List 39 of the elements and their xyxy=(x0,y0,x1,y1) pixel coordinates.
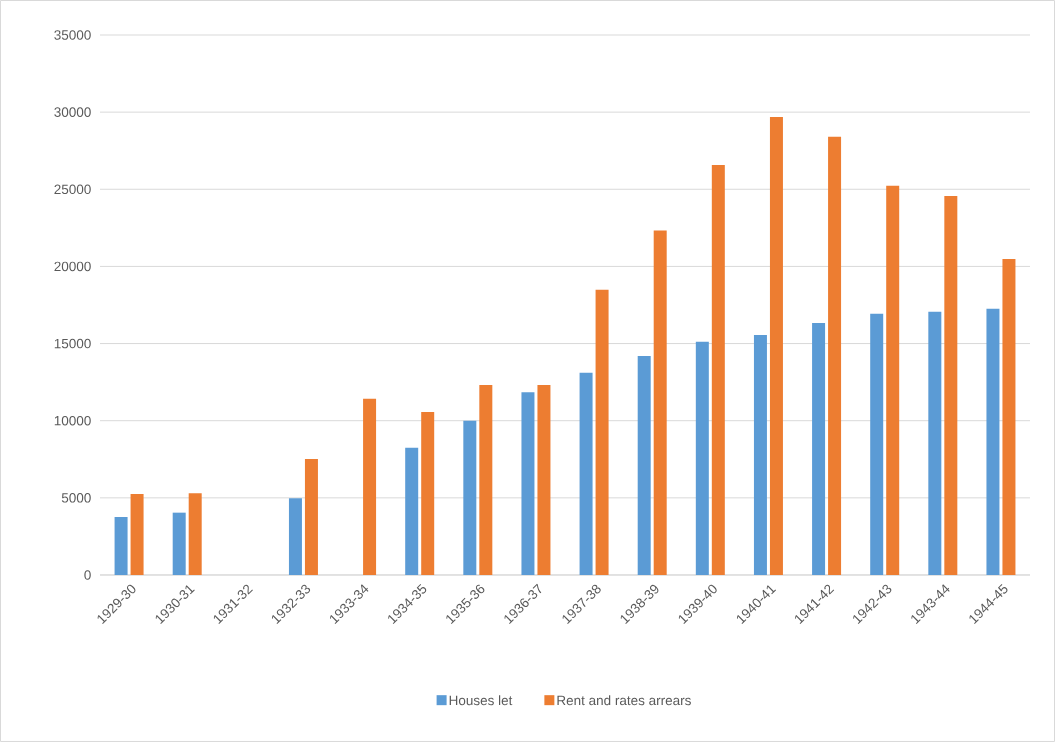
bar xyxy=(463,420,477,575)
legend-label: Houses let xyxy=(449,695,513,706)
bar xyxy=(304,458,318,575)
bar xyxy=(1002,259,1016,575)
bar xyxy=(172,512,186,575)
bar xyxy=(986,308,1000,575)
bar xyxy=(521,392,535,575)
bar xyxy=(363,398,377,575)
bar xyxy=(421,412,435,575)
bar xyxy=(537,385,551,575)
bar xyxy=(114,516,128,575)
y-tick-label: 5000 xyxy=(61,493,91,503)
y-tick-label: 0 xyxy=(84,570,91,580)
bar xyxy=(130,493,144,575)
y-tick-label: 35000 xyxy=(54,30,91,40)
bar xyxy=(188,493,202,575)
bar xyxy=(886,185,900,575)
bar xyxy=(944,196,958,575)
y-tick-label: 30000 xyxy=(54,107,91,117)
bar xyxy=(579,372,593,575)
y-tick-label: 25000 xyxy=(54,184,91,195)
bar xyxy=(753,335,767,575)
bar xyxy=(928,311,942,575)
bar xyxy=(870,313,884,575)
legend-label: Rent and rates arrears xyxy=(557,695,691,706)
y-tick-label: 20000 xyxy=(54,261,91,272)
bar xyxy=(595,289,609,575)
bar xyxy=(769,117,783,575)
bar xyxy=(479,385,493,575)
bar xyxy=(828,136,842,575)
bar xyxy=(695,341,709,575)
bar xyxy=(405,447,419,575)
bar xyxy=(637,356,651,575)
y-tick-label: 10000 xyxy=(54,415,91,426)
bar xyxy=(711,165,725,575)
bar xyxy=(288,498,302,575)
bar xyxy=(812,323,826,575)
y-tick-label: 15000 xyxy=(54,338,91,349)
bar xyxy=(653,230,667,575)
